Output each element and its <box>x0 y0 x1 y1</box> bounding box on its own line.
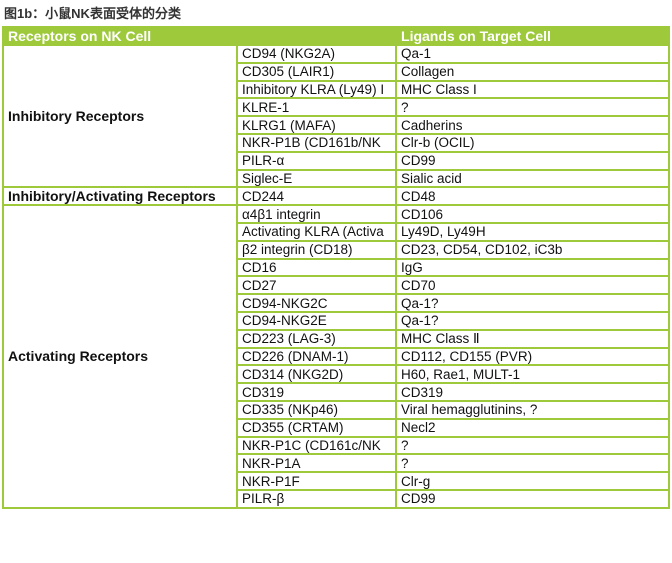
table-row: NKR-P1F Clr-g <box>3 471 671 491</box>
receptor-cell: CD314 (NKG2D) <box>235 364 398 385</box>
header-receptors: Receptors on NK Cell <box>1 26 398 46</box>
ligand-cell: IgG <box>395 257 671 278</box>
group-label: Inhibitory/Activating Receptors <box>2 186 238 207</box>
receptor-cell: CD244 <box>235 186 398 207</box>
receptor-cell: NKR-P1B (CD161b/NK <box>235 132 398 153</box>
table-row: CD226 (DNAM-1) CD112, CD155 (PVR) <box>3 346 671 367</box>
table-row: Siglec-E Sialic acid <box>3 168 671 189</box>
receptor-cell: CD226 (DNAM-1) <box>235 346 398 367</box>
receptor-cell: KLRE-1 <box>235 97 398 118</box>
table-row: CD94-NKG2C Qa-1? <box>3 293 671 313</box>
table-row: CD335 (NKp46) Viral hemagglutinins, ? <box>3 399 671 420</box>
ligand-cell: ? <box>395 97 671 118</box>
receptor-cell: KLRG1 (MAFA) <box>235 115 398 135</box>
receptor-cell: CD94-NKG2C <box>235 293 398 313</box>
table-row: Activating KLRA (Activa Ly49D, Ly49H <box>3 221 671 242</box>
ligand-cell: Clr-b (OCIL) <box>395 132 671 153</box>
ligand-cell: CD70 <box>395 275 671 296</box>
header-row: Receptors on NK Cell Ligands on Target C… <box>1 26 671 46</box>
receptor-cell: PILR-α <box>235 150 398 171</box>
table-row: CD16 IgG <box>3 257 671 278</box>
ligand-cell: H60, Rae1, MULT-1 <box>395 364 671 385</box>
ligand-cell: Qa-1? <box>395 310 671 331</box>
ligand-cell: CD23, CD54, CD102, iC3b <box>395 239 671 260</box>
receptor-cell: CD335 (NKp46) <box>235 399 398 420</box>
ligand-cell: Sialic acid <box>395 168 671 189</box>
table-row: NKR-P1B (CD161b/NK Clr-b (OCIL) <box>3 132 671 153</box>
ligand-cell: Qa-1? <box>395 293 671 313</box>
table-row: CD355 (CRTAM) Necl2 <box>3 417 671 438</box>
table-row: Inhibitory/Activating Receptors CD244 CD48 <box>2 186 671 207</box>
ligand-cell: Collagen <box>395 61 671 82</box>
receptor-cell: CD16 <box>235 257 398 278</box>
ligand-cell: CD106 <box>395 204 671 224</box>
receptor-cell: CD94 (NKG2A) <box>235 44 398 64</box>
table-row: PILR-α CD99 <box>3 150 671 171</box>
table-row: Activating Receptors α4β1 integrin CD106 <box>2 204 671 509</box>
table-row: KLRE-1? <box>3 97 671 118</box>
table-row: CD223 (LAG-3) MHC Class Ⅱ <box>3 328 671 349</box>
figure-title: 图1b：小鼠NK表面受体的分类 <box>4 6 181 21</box>
ligand-cell: Necl2 <box>395 417 671 438</box>
table-row: PILR-β CD99 <box>3 488 671 509</box>
table-row: CD319 CD319 <box>3 382 671 402</box>
ligand-cell: CD319 <box>395 382 671 402</box>
table-row: β2 integrin (CD18) CD23, CD54, CD102, iC3… <box>3 239 671 260</box>
ligand-cell: Clr-g <box>395 471 671 491</box>
table-row: CD305 (LAIR1) Collagen <box>3 61 671 82</box>
ligand-cell: CD99 <box>395 150 671 171</box>
ligand-cell: CD112, CD155 (PVR) <box>395 346 671 367</box>
group-label: Activating Receptors <box>2 204 238 509</box>
ligand-cell: ? <box>395 435 671 456</box>
table-row: NKR-P1C (CD161c/NK? <box>3 435 671 456</box>
receptor-cell: Inhibitory KLRA (Ly49) I <box>235 79 398 100</box>
receptor-cell: NKR-P1A <box>235 453 398 474</box>
ligand-cell: CD99 <box>395 488 671 509</box>
ligand-cell: ? <box>395 453 671 474</box>
ligand-cell: Viral hemagglutinins, ? <box>395 399 671 420</box>
table-row: NKR-P1A? <box>3 453 671 474</box>
receptor-cell: Siglec-E <box>235 168 398 189</box>
group-label: Inhibitory Receptors <box>2 43 238 189</box>
receptor-cell: NKR-P1C (CD161c/NK <box>235 435 398 456</box>
receptor-table: Receptors on NK Cell Ligands on Target C… <box>1 26 671 509</box>
receptor-cell: Activating KLRA (Activa <box>235 221 398 242</box>
table-row: Inhibitory KLRA (Ly49) I MHC Class I <box>3 79 671 100</box>
table-row: CD94-NKG2E Qa-1? <box>3 310 671 331</box>
receptor-cell: PILR-β <box>235 488 398 509</box>
header-ligands: Ligands on Target Cell <box>395 26 671 46</box>
receptor-cell: CD94-NKG2E <box>235 310 398 331</box>
ligand-cell: MHC Class Ⅱ <box>395 328 671 349</box>
ligand-cell: Qa-1 <box>395 44 671 64</box>
ligand-cell: CD48 <box>395 186 671 207</box>
table-row: CD314 (NKG2D) H60, Rae1, MULT-1 <box>3 364 671 385</box>
receptor-cell: CD305 (LAIR1) <box>235 61 398 82</box>
receptor-cell: CD355 (CRTAM) <box>235 417 398 438</box>
receptor-cell: α4β1 integrin <box>235 204 398 224</box>
ligand-cell: Cadherins <box>395 115 671 135</box>
table-row: CD27 CD70 <box>3 275 671 296</box>
receptor-cell: CD319 <box>235 382 398 402</box>
receptor-cell: CD27 <box>235 275 398 296</box>
receptor-cell: CD223 (LAG-3) <box>235 328 398 349</box>
ligand-cell: Ly49D, Ly49H <box>395 221 671 242</box>
ligand-cell: MHC Class I <box>395 79 671 100</box>
receptor-cell: NKR-P1F <box>235 471 398 491</box>
table-row: Inhibitory Receptors CD94 (NKG2A) Qa-1 <box>2 43 671 189</box>
receptor-cell: β2 integrin (CD18) <box>235 239 398 260</box>
table-row: KLRG1 (MAFA) Cadherins <box>3 115 671 135</box>
